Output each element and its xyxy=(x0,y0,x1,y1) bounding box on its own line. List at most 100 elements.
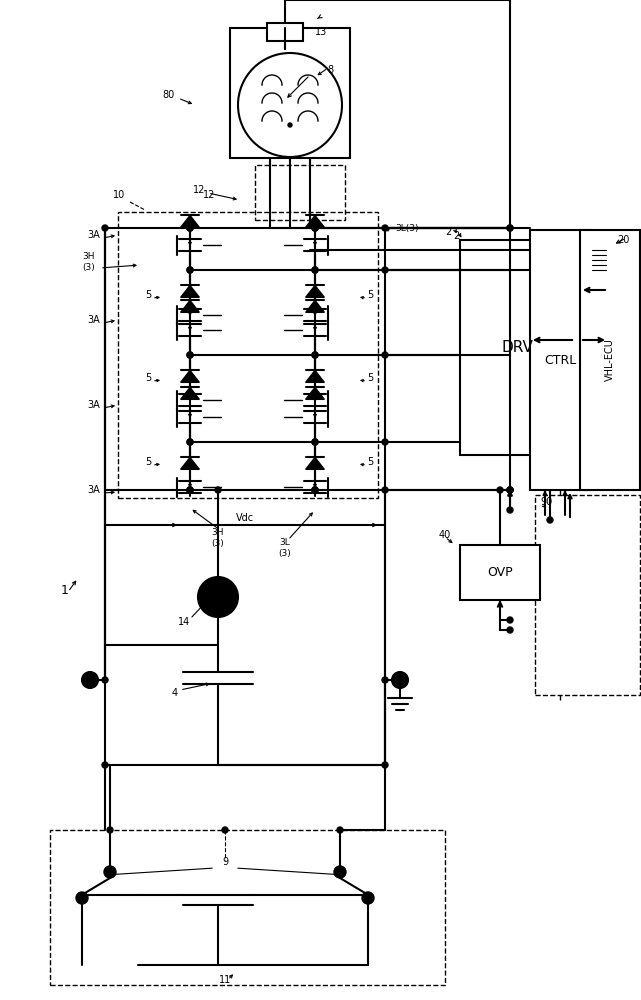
Text: 2: 2 xyxy=(445,227,451,237)
Text: 40: 40 xyxy=(439,530,451,540)
Circle shape xyxy=(187,225,193,231)
Text: OVP: OVP xyxy=(487,566,513,579)
Polygon shape xyxy=(181,370,199,382)
Circle shape xyxy=(222,827,228,833)
Circle shape xyxy=(187,487,193,493)
Polygon shape xyxy=(306,457,324,469)
Circle shape xyxy=(288,123,292,127)
Circle shape xyxy=(312,225,318,231)
Circle shape xyxy=(187,439,193,445)
Circle shape xyxy=(187,267,193,273)
Circle shape xyxy=(362,892,374,904)
Circle shape xyxy=(312,439,318,445)
Bar xyxy=(50,830,445,985)
Circle shape xyxy=(507,627,513,633)
Circle shape xyxy=(187,487,193,493)
Text: 3H
(3): 3H (3) xyxy=(212,528,224,548)
Circle shape xyxy=(382,487,388,493)
Circle shape xyxy=(102,677,108,683)
Text: 3H
(3): 3H (3) xyxy=(82,252,95,272)
Text: N: N xyxy=(396,675,404,685)
Circle shape xyxy=(187,352,193,358)
Bar xyxy=(267,23,303,41)
Circle shape xyxy=(187,225,193,231)
Circle shape xyxy=(382,352,388,358)
Text: VHL-ECU: VHL-ECU xyxy=(605,339,615,381)
Bar xyxy=(530,230,590,490)
Circle shape xyxy=(198,577,238,617)
Circle shape xyxy=(507,225,513,231)
Text: 5: 5 xyxy=(367,373,373,383)
Text: P: P xyxy=(87,675,93,685)
Polygon shape xyxy=(181,457,199,469)
Text: 8: 8 xyxy=(327,65,333,75)
Bar xyxy=(255,165,345,220)
Text: 5: 5 xyxy=(145,457,151,467)
Text: 4: 4 xyxy=(172,688,178,698)
Polygon shape xyxy=(181,285,199,297)
Bar xyxy=(590,245,608,315)
Circle shape xyxy=(312,352,318,358)
Circle shape xyxy=(507,617,513,623)
Circle shape xyxy=(382,762,388,768)
Text: 5: 5 xyxy=(367,290,373,300)
Circle shape xyxy=(337,827,343,833)
Circle shape xyxy=(382,677,388,683)
Circle shape xyxy=(107,827,113,833)
Text: 3A: 3A xyxy=(87,485,100,495)
Circle shape xyxy=(382,439,388,445)
Polygon shape xyxy=(306,387,324,399)
Circle shape xyxy=(312,487,318,493)
Text: 12: 12 xyxy=(193,185,205,195)
Text: 2: 2 xyxy=(453,231,459,241)
Circle shape xyxy=(187,439,193,445)
Text: 80: 80 xyxy=(163,90,175,100)
Text: 5: 5 xyxy=(145,290,151,300)
Polygon shape xyxy=(181,215,199,227)
Circle shape xyxy=(187,267,193,273)
Circle shape xyxy=(104,866,116,878)
Bar xyxy=(460,240,575,455)
Text: 1: 1 xyxy=(61,584,69,596)
Text: 9: 9 xyxy=(222,857,228,867)
Bar xyxy=(460,545,540,600)
Text: 12: 12 xyxy=(203,190,215,200)
Text: CTRL: CTRL xyxy=(544,354,576,366)
Circle shape xyxy=(507,487,513,493)
Text: 11: 11 xyxy=(219,975,231,985)
Circle shape xyxy=(312,487,318,493)
Polygon shape xyxy=(181,300,199,312)
Circle shape xyxy=(312,267,318,273)
Polygon shape xyxy=(181,387,199,399)
Circle shape xyxy=(312,487,318,493)
Circle shape xyxy=(507,487,513,493)
Circle shape xyxy=(312,225,318,231)
Text: 14: 14 xyxy=(178,617,190,627)
Circle shape xyxy=(312,439,318,445)
Polygon shape xyxy=(306,285,324,297)
Bar xyxy=(230,28,350,158)
Polygon shape xyxy=(306,300,324,312)
Circle shape xyxy=(547,517,553,523)
Circle shape xyxy=(312,267,318,273)
Text: 5: 5 xyxy=(145,373,151,383)
Circle shape xyxy=(507,225,513,231)
Circle shape xyxy=(102,225,108,231)
Text: V: V xyxy=(213,590,222,603)
Text: 5: 5 xyxy=(367,457,373,467)
Circle shape xyxy=(312,352,318,358)
Text: 20: 20 xyxy=(617,235,629,245)
Circle shape xyxy=(102,762,108,768)
Text: 3A: 3A xyxy=(87,400,100,410)
Circle shape xyxy=(187,352,193,358)
Text: DRV: DRV xyxy=(501,340,533,355)
Text: 90: 90 xyxy=(540,497,553,507)
Circle shape xyxy=(334,866,346,878)
Circle shape xyxy=(82,672,98,688)
Circle shape xyxy=(382,225,388,231)
Text: 3L
(3): 3L (3) xyxy=(279,538,292,558)
Circle shape xyxy=(215,487,221,493)
Polygon shape xyxy=(306,215,324,227)
Polygon shape xyxy=(306,370,324,382)
Bar xyxy=(118,212,378,498)
